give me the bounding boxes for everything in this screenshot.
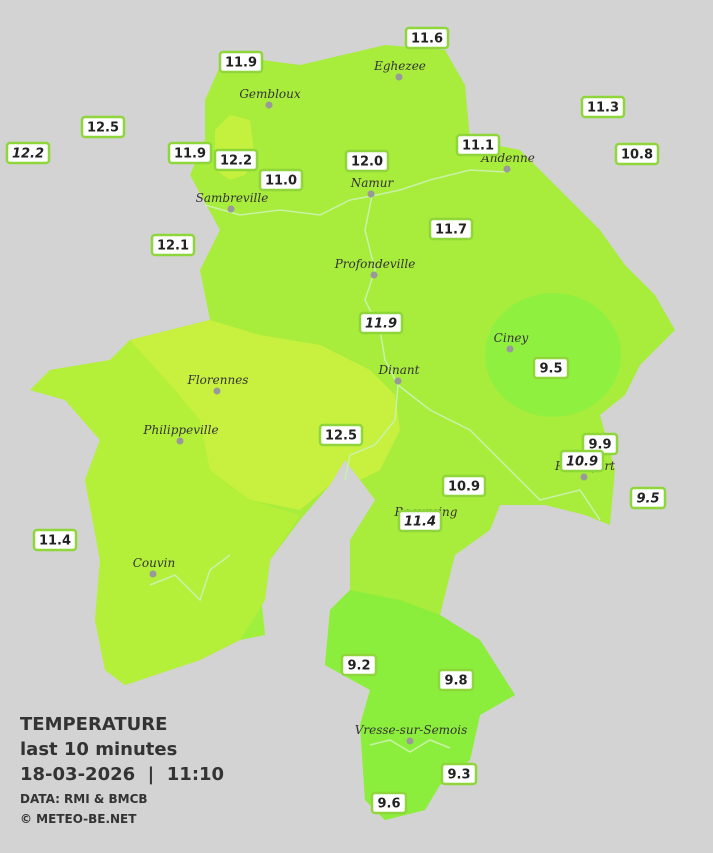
stations: 11.6 11.9 11.3 12.5 12.2 11.1 10.8 11.9 12.2 12.0…: [5, 26, 667, 815]
place-name: Gembloux: [239, 87, 301, 101]
place-dot: [227, 205, 235, 213]
station-temperature: 11.6: [411, 32, 443, 47]
place-name: Namur: [350, 176, 395, 190]
station-box: [344, 149, 390, 173]
legend: TEMPERATURE last 10 minutes 18-03-2026 |…: [20, 714, 224, 826]
station-box: [532, 356, 570, 380]
station-box: [5, 141, 51, 165]
place-dot: [367, 190, 375, 198]
station-box: [397, 509, 443, 533]
zone-se: [240, 605, 265, 640]
legend-subtitle: last 10 minutes: [20, 739, 177, 760]
station-box: [629, 486, 667, 510]
river: [204, 169, 506, 216]
station-temperature: 11.1: [462, 139, 494, 154]
zone-west: [30, 320, 300, 685]
station-temperature: 11.4: [39, 534, 71, 549]
station-temperature: 9.9: [588, 438, 611, 453]
place-dot: [149, 570, 157, 578]
station-box: [580, 95, 626, 119]
place-dot: [370, 271, 378, 279]
station-temperature: 11.3: [587, 101, 619, 116]
river: [369, 739, 451, 753]
place-dot: [395, 73, 403, 81]
place-name: Eghezee: [373, 59, 426, 73]
place-dot: [406, 737, 414, 745]
station-temperature: 10.9: [566, 455, 598, 470]
station-box: [80, 115, 126, 139]
station-temperature: 11.9: [225, 56, 257, 71]
place-name: Philippeville: [142, 423, 218, 437]
legend-credit: © METEO-BE.NET: [20, 812, 137, 826]
river: [149, 554, 231, 602]
station-temperature: 12.1: [157, 239, 189, 254]
station-box: [370, 791, 408, 815]
station-box: [213, 148, 259, 172]
station-temperature: 11.7: [435, 223, 467, 238]
station-temperature: 12.2: [220, 154, 252, 169]
station-temperature: 9.3: [447, 768, 470, 783]
station-box: [437, 668, 475, 692]
station-temperature: 9.5: [539, 362, 562, 377]
station-temperature: 11.4: [404, 515, 436, 530]
place-name: Vresse-sur-Semois: [355, 723, 468, 737]
station-temperature: 12.5: [325, 429, 357, 444]
place-dot: [506, 345, 514, 353]
legend-datetime: 18-03-2026 | 11:10: [20, 764, 224, 785]
river: [397, 384, 601, 521]
place-dot: [265, 101, 273, 109]
station-temperature: 9.8: [444, 674, 467, 689]
station-temperature: 10.8: [621, 148, 653, 163]
station-temperature: 9.5: [636, 492, 659, 507]
station-box: [340, 653, 378, 677]
station-temperature: 11.9: [365, 317, 397, 332]
place-dot: [213, 387, 221, 395]
zone-cool: [485, 293, 621, 417]
station-temperature: 10.9: [448, 480, 480, 495]
place-name: Florennes: [187, 373, 249, 387]
station-temperature: 11.0: [265, 174, 297, 189]
station-box: [150, 233, 196, 257]
station-box: [218, 50, 264, 74]
station-temperature: 11.9: [174, 147, 206, 162]
station-box: [441, 474, 487, 498]
station-box: [32, 528, 78, 552]
station-box: [440, 762, 478, 786]
station-box: [358, 311, 404, 335]
place-dot: [394, 377, 402, 385]
place-name: Profondeville: [334, 257, 416, 271]
place-name: Couvin: [133, 556, 175, 570]
station-box: [428, 217, 474, 241]
place-dot: [503, 165, 511, 173]
station-box: [455, 133, 501, 157]
station-box: [614, 142, 660, 166]
place-name: Ciney: [494, 331, 529, 345]
station-temperature: 12.0: [351, 155, 383, 170]
place-name: Dinant: [378, 363, 420, 377]
legend-source: DATA: RMI & BMCB: [20, 792, 148, 806]
station-temperature: 9.2: [347, 659, 370, 674]
place-dot: [580, 473, 588, 481]
zone-south: [325, 590, 515, 820]
places: EghezeeGemblouxAndenneNamurSambrevillePr…: [133, 59, 615, 745]
station-temperature: 12.2: [12, 147, 44, 162]
place-dot: [176, 437, 184, 445]
river: [344, 195, 399, 481]
station-box: [258, 168, 304, 192]
station-box: [404, 26, 450, 50]
place-name: Sambreville: [196, 191, 269, 205]
station-box: [318, 423, 364, 447]
station-temperature: 9.6: [377, 797, 400, 812]
station-temperature: 12.5: [87, 121, 119, 136]
zone-warm: [130, 320, 400, 510]
station-box: [167, 141, 213, 165]
station-box: [559, 449, 605, 473]
legend-title: TEMPERATURE: [20, 714, 167, 735]
